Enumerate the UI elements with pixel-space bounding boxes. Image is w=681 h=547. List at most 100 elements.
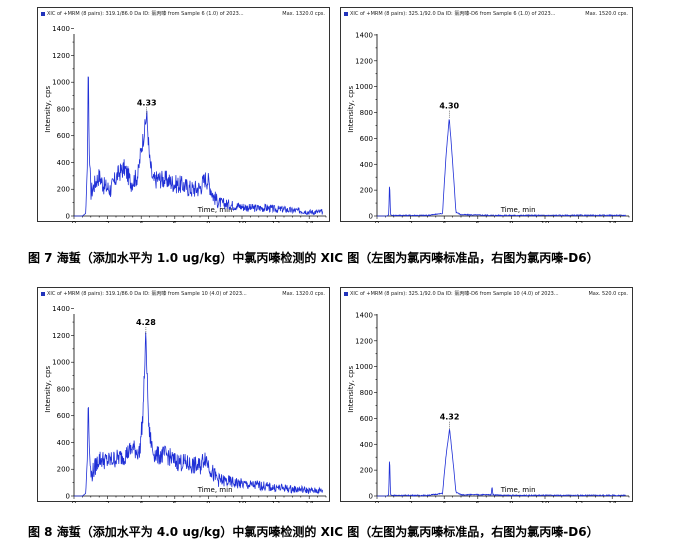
chart-header-text: XIC of +MRM (8 pairs): 319.1/86.0 Da ID:…	[47, 291, 247, 297]
y-tick-label: 800	[360, 389, 373, 397]
y-tick-label: 1400	[52, 305, 70, 313]
chart-max-label: Max. 1320.0 cps.	[282, 11, 325, 17]
x-tick-label: 0	[375, 220, 379, 223]
x-tick-label: 8	[206, 500, 210, 503]
y-tick-label: 600	[57, 412, 70, 420]
trace-color-icon	[344, 12, 348, 16]
chart-header: XIC of +MRM (8 pairs): 325.1/92.0 Da ID:…	[344, 9, 628, 19]
chart-max-label: Max. 1320.0 cps.	[282, 291, 325, 297]
x-tick-label: 2	[408, 220, 412, 223]
x-tick-label: 14	[305, 220, 314, 223]
peak-label: 4.28	[136, 318, 156, 327]
x-tick-label: 10	[238, 220, 247, 223]
y-tick-label: 1400	[355, 311, 373, 319]
x-tick-label: 4	[442, 220, 447, 223]
x-tick-label: 0	[72, 500, 76, 503]
x-tick-label: 2	[105, 500, 109, 503]
y-tick-label: 1200	[355, 337, 373, 345]
x-tick-label: 8	[509, 500, 513, 503]
y-tick-label: 1400	[355, 31, 373, 39]
y-tick-label: 1000	[52, 79, 70, 87]
x-tick-label: 8	[509, 220, 513, 223]
chart-header-text: XIC of +MRM (8 pairs): 319.1/86.0 Da ID:…	[47, 11, 244, 17]
chart-header: XIC of +MRM (8 pairs): 319.1/86.0 Da ID:…	[41, 9, 325, 19]
y-tick-label: 600	[360, 415, 373, 423]
x-tick-label: 4	[442, 500, 447, 503]
y-axis-label: Intensity, cps	[347, 86, 355, 133]
x-tick-label: 4	[139, 500, 144, 503]
series-trace	[377, 119, 626, 217]
chart-header-text: XIC of +MRM (8 pairs): 325.1/92.0 Da ID:…	[350, 11, 556, 17]
y-tick-label: 1200	[52, 52, 70, 60]
figure-caption-8: 图 8 海蜇（添加水平为 4.0 ug/kg）中氯丙嗪检测的 XIC 图（左图为…	[28, 525, 599, 539]
y-tick-label: 200	[360, 187, 373, 195]
y-axis-label: Intensity, cps	[44, 366, 52, 413]
y-tick-label: 1000	[355, 83, 373, 91]
x-axis-label: Time, min	[500, 206, 536, 214]
x-tick-label: 10	[541, 220, 550, 223]
series-trace	[74, 332, 323, 497]
y-tick-label: 200	[57, 186, 70, 194]
x-tick-label: 12	[574, 500, 583, 503]
y-axis-label: Intensity, cps	[44, 86, 52, 133]
chart-panel-fig8-left: XIC of +MRM (8 pairs): 319.1/86.0 Da ID:…	[37, 287, 330, 503]
x-tick-label: 6	[476, 220, 481, 223]
peak-label: 4.32	[440, 413, 460, 422]
x-tick-label: 14	[608, 500, 617, 503]
chart-header-text: XIC of +MRM (8 pairs): 325.1/92.0 Da ID:…	[350, 291, 559, 297]
x-tick-label: 2	[105, 220, 109, 223]
chart-panel-fig8-right: XIC of +MRM (8 pairs): 325.1/92.0 Da ID:…	[340, 287, 633, 503]
y-tick-label: 800	[57, 385, 70, 393]
y-axis-label: Intensity, cps	[347, 366, 355, 413]
y-tick-label: 800	[360, 109, 373, 117]
x-axis-label: Time, min	[197, 486, 233, 494]
x-tick-label: 14	[608, 220, 617, 223]
x-tick-label: 6	[173, 220, 178, 223]
trace-color-icon	[41, 292, 45, 296]
y-tick-label: 0	[369, 493, 373, 501]
chart-max-label: Max. 1520.0 cps.	[585, 11, 628, 17]
y-tick-label: 1400	[52, 25, 70, 33]
y-tick-label: 200	[57, 466, 70, 474]
y-tick-label: 1000	[355, 363, 373, 371]
x-tick-label: 12	[574, 220, 583, 223]
trace-color-icon	[344, 292, 348, 296]
x-tick-label: 2	[408, 500, 412, 503]
peak-label: 4.30	[439, 102, 459, 111]
y-tick-label: 200	[360, 467, 373, 475]
x-tick-label: 14	[305, 500, 314, 503]
x-tick-label: 10	[238, 500, 247, 503]
peak-label: 4.33	[137, 98, 157, 107]
chart-header: XIC of +MRM (8 pairs): 319.1/86.0 Da ID:…	[41, 289, 325, 299]
x-tick-label: 12	[271, 220, 280, 223]
y-tick-label: 0	[66, 493, 70, 501]
y-tick-label: 400	[360, 441, 373, 449]
x-tick-label: 0	[375, 500, 379, 503]
chart-plot-svg: 0 2 4 6 8 10 12 14 0 200 400 600 800 1000 1200 1400 Time…	[347, 311, 630, 503]
y-tick-label: 1200	[355, 57, 373, 65]
chart-plot-svg: 0 2 4 6 8 10 12 14 0 200 400 600 800 1000 1200 1400 Time…	[44, 25, 327, 223]
series-trace	[74, 76, 323, 217]
y-tick-label: 800	[57, 105, 70, 113]
series-trace	[377, 429, 626, 497]
y-tick-label: 600	[57, 132, 70, 140]
chart-plot-svg: 0 2 4 6 8 10 12 14 0 200 400 600 800 1000 1200 1400 Time…	[347, 31, 630, 223]
x-tick-label: 6	[173, 500, 178, 503]
x-tick-label: 8	[206, 220, 210, 223]
x-tick-label: 0	[72, 220, 76, 223]
y-tick-label: 400	[57, 439, 70, 447]
y-tick-label: 0	[66, 213, 70, 221]
y-tick-label: 600	[360, 135, 373, 143]
chart-panel-fig7-right: XIC of +MRM (8 pairs): 325.1/92.0 Da ID:…	[340, 7, 633, 223]
y-tick-label: 1000	[52, 359, 70, 367]
x-axis-label: Time, min	[500, 486, 536, 494]
y-tick-label: 400	[360, 161, 373, 169]
x-tick-label: 6	[476, 500, 481, 503]
figure-caption-7: 图 7 海蜇（添加水平为 1.0 ug/kg）中氯丙嗪检测的 XIC 图（左图为…	[28, 251, 599, 265]
y-tick-label: 1200	[52, 332, 70, 340]
x-tick-label: 10	[541, 500, 550, 503]
chart-header: XIC of +MRM (8 pairs): 325.1/92.0 Da ID:…	[344, 289, 628, 299]
y-tick-label: 400	[57, 159, 70, 167]
chart-panel-fig7-left: XIC of +MRM (8 pairs): 319.1/86.0 Da ID:…	[37, 7, 330, 223]
x-tick-label: 4	[139, 220, 144, 223]
